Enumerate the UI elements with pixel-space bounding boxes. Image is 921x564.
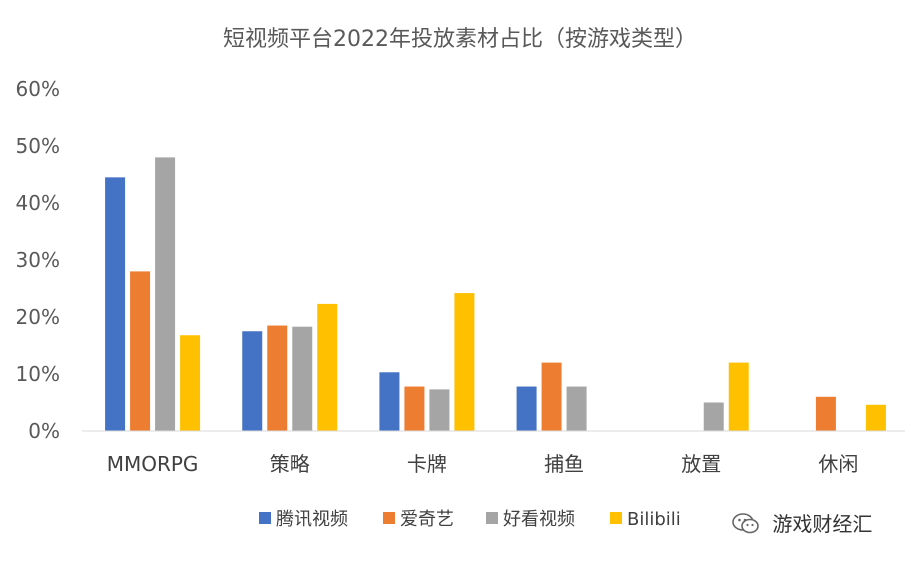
- legend-label: 腾讯视频: [276, 509, 348, 530]
- bar: [429, 389, 450, 431]
- bar: [155, 157, 176, 431]
- legend-swatch: [610, 512, 622, 524]
- bar: [703, 402, 724, 431]
- y-tick-label: 50%: [16, 134, 60, 158]
- bar: [317, 303, 338, 431]
- y-tick-label: 30%: [16, 248, 60, 272]
- bar: [292, 326, 313, 431]
- y-tick-label: 20%: [16, 305, 60, 329]
- y-axis: 0% 10% 20% 30% 40% 50% 60%: [16, 77, 60, 443]
- legend-swatch: [486, 512, 498, 524]
- bar: [404, 386, 425, 431]
- legend-swatch: [259, 512, 271, 524]
- legend-swatch: [383, 512, 395, 524]
- bars: [105, 157, 886, 431]
- x-tick-label: MMORPG: [107, 452, 199, 476]
- x-tick-label: 捕鱼: [544, 452, 584, 476]
- y-tick-label: 40%: [16, 191, 60, 215]
- x-tick-label: 放置: [681, 452, 721, 476]
- x-axis: MMORPG 策略 卡牌 捕鱼 放置 休闲: [107, 452, 859, 476]
- x-tick-label: 策略: [270, 452, 310, 476]
- y-tick-label: 0%: [28, 419, 60, 443]
- chart-title: 短视频平台2022年投放素材占比（按游戏类型）: [223, 27, 697, 52]
- y-tick-label: 10%: [16, 362, 60, 386]
- bar: [242, 331, 263, 431]
- legend-label: 爱奇艺: [400, 509, 454, 530]
- bar: [815, 396, 836, 431]
- x-tick-label: 休闲: [818, 452, 858, 476]
- x-tick-label: 卡牌: [407, 452, 447, 476]
- y-tick-label: 60%: [16, 77, 60, 101]
- watermark: 游戏财经汇: [732, 508, 872, 537]
- bar: [267, 325, 288, 431]
- legend-label: Bilibili: [627, 509, 681, 530]
- bar: [130, 271, 151, 431]
- bar: [516, 386, 537, 431]
- bar: [379, 372, 400, 431]
- bar: [180, 335, 201, 431]
- legend: 腾讯视频 爱奇艺 好看视频 Bilibili: [259, 509, 681, 530]
- legend-label: 好看视频: [503, 509, 575, 530]
- bar: [728, 362, 749, 431]
- wechat-icon: [732, 513, 760, 535]
- bar: [105, 177, 126, 431]
- bar: [541, 362, 562, 431]
- bar: [454, 293, 475, 431]
- bar: [566, 386, 587, 431]
- watermark-text: 游戏财经汇: [772, 512, 873, 536]
- bar: [865, 404, 886, 431]
